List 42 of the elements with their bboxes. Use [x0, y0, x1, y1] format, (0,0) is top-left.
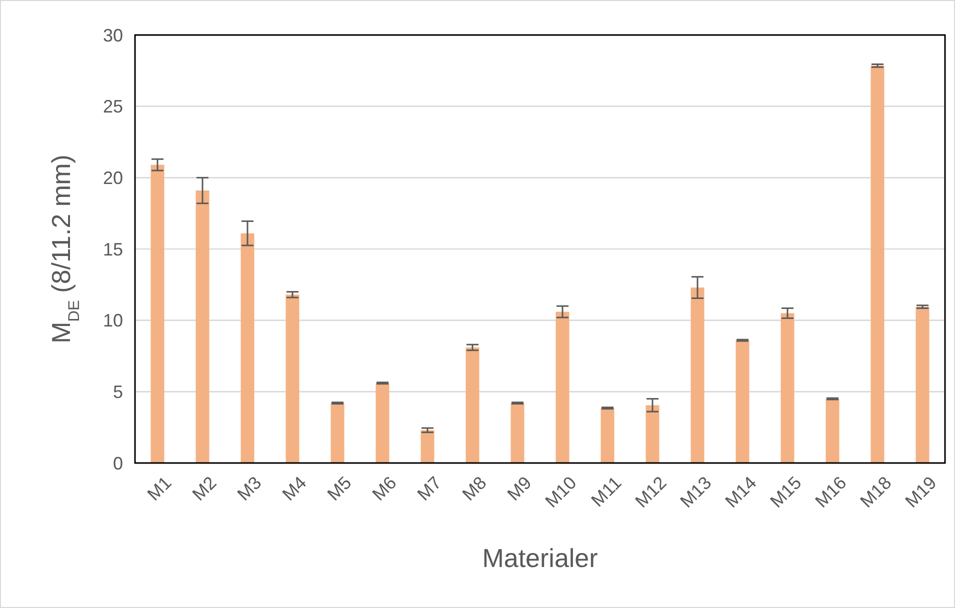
x-tick-label: M1: [143, 472, 176, 504]
bar: [646, 405, 660, 463]
x-tick-label: M16: [811, 472, 850, 512]
x-tick-label: M4: [278, 472, 310, 504]
x-tick-label: M11: [587, 472, 626, 511]
y-tick-label: 30: [102, 25, 123, 46]
x-tick-label: M7: [413, 472, 446, 504]
x-tick-label: M19: [901, 472, 940, 512]
bar: [330, 403, 344, 463]
x-tick-label: M8: [458, 472, 490, 504]
bar: [510, 403, 524, 463]
x-tick-label: M10: [541, 472, 580, 512]
x-tick-label: M6: [368, 472, 400, 504]
x-axis-title: Materialer: [482, 543, 598, 573]
x-tick-label: M18: [856, 472, 896, 512]
bar: [150, 164, 164, 463]
y-tick-label: 15: [102, 239, 123, 260]
x-tick-label: M12: [631, 472, 670, 512]
bar: [826, 398, 840, 463]
bar: [600, 408, 614, 463]
bar: [556, 312, 570, 463]
bar: [196, 190, 210, 463]
x-tick-label: M5: [323, 472, 356, 504]
x-tick-label: M2: [188, 472, 220, 504]
x-tick-label: M13: [676, 472, 716, 512]
y-tick-label: 10: [102, 310, 123, 331]
bar: [916, 306, 930, 463]
bar: [240, 233, 254, 463]
y-tick-label: 25: [102, 96, 123, 117]
bar: [420, 430, 434, 463]
bar: [736, 340, 750, 463]
bar: [286, 294, 300, 463]
y-tick-label: 20: [102, 168, 123, 188]
x-tick-label: M3: [233, 472, 266, 504]
y-tick-label: 5: [112, 382, 123, 402]
x-tick-label: M9: [503, 472, 536, 504]
bar: [870, 66, 884, 463]
bar: [466, 347, 480, 463]
bar: [376, 383, 390, 463]
bar: [690, 288, 704, 463]
bar: [780, 313, 794, 463]
y-tick-label: 0: [112, 453, 123, 474]
